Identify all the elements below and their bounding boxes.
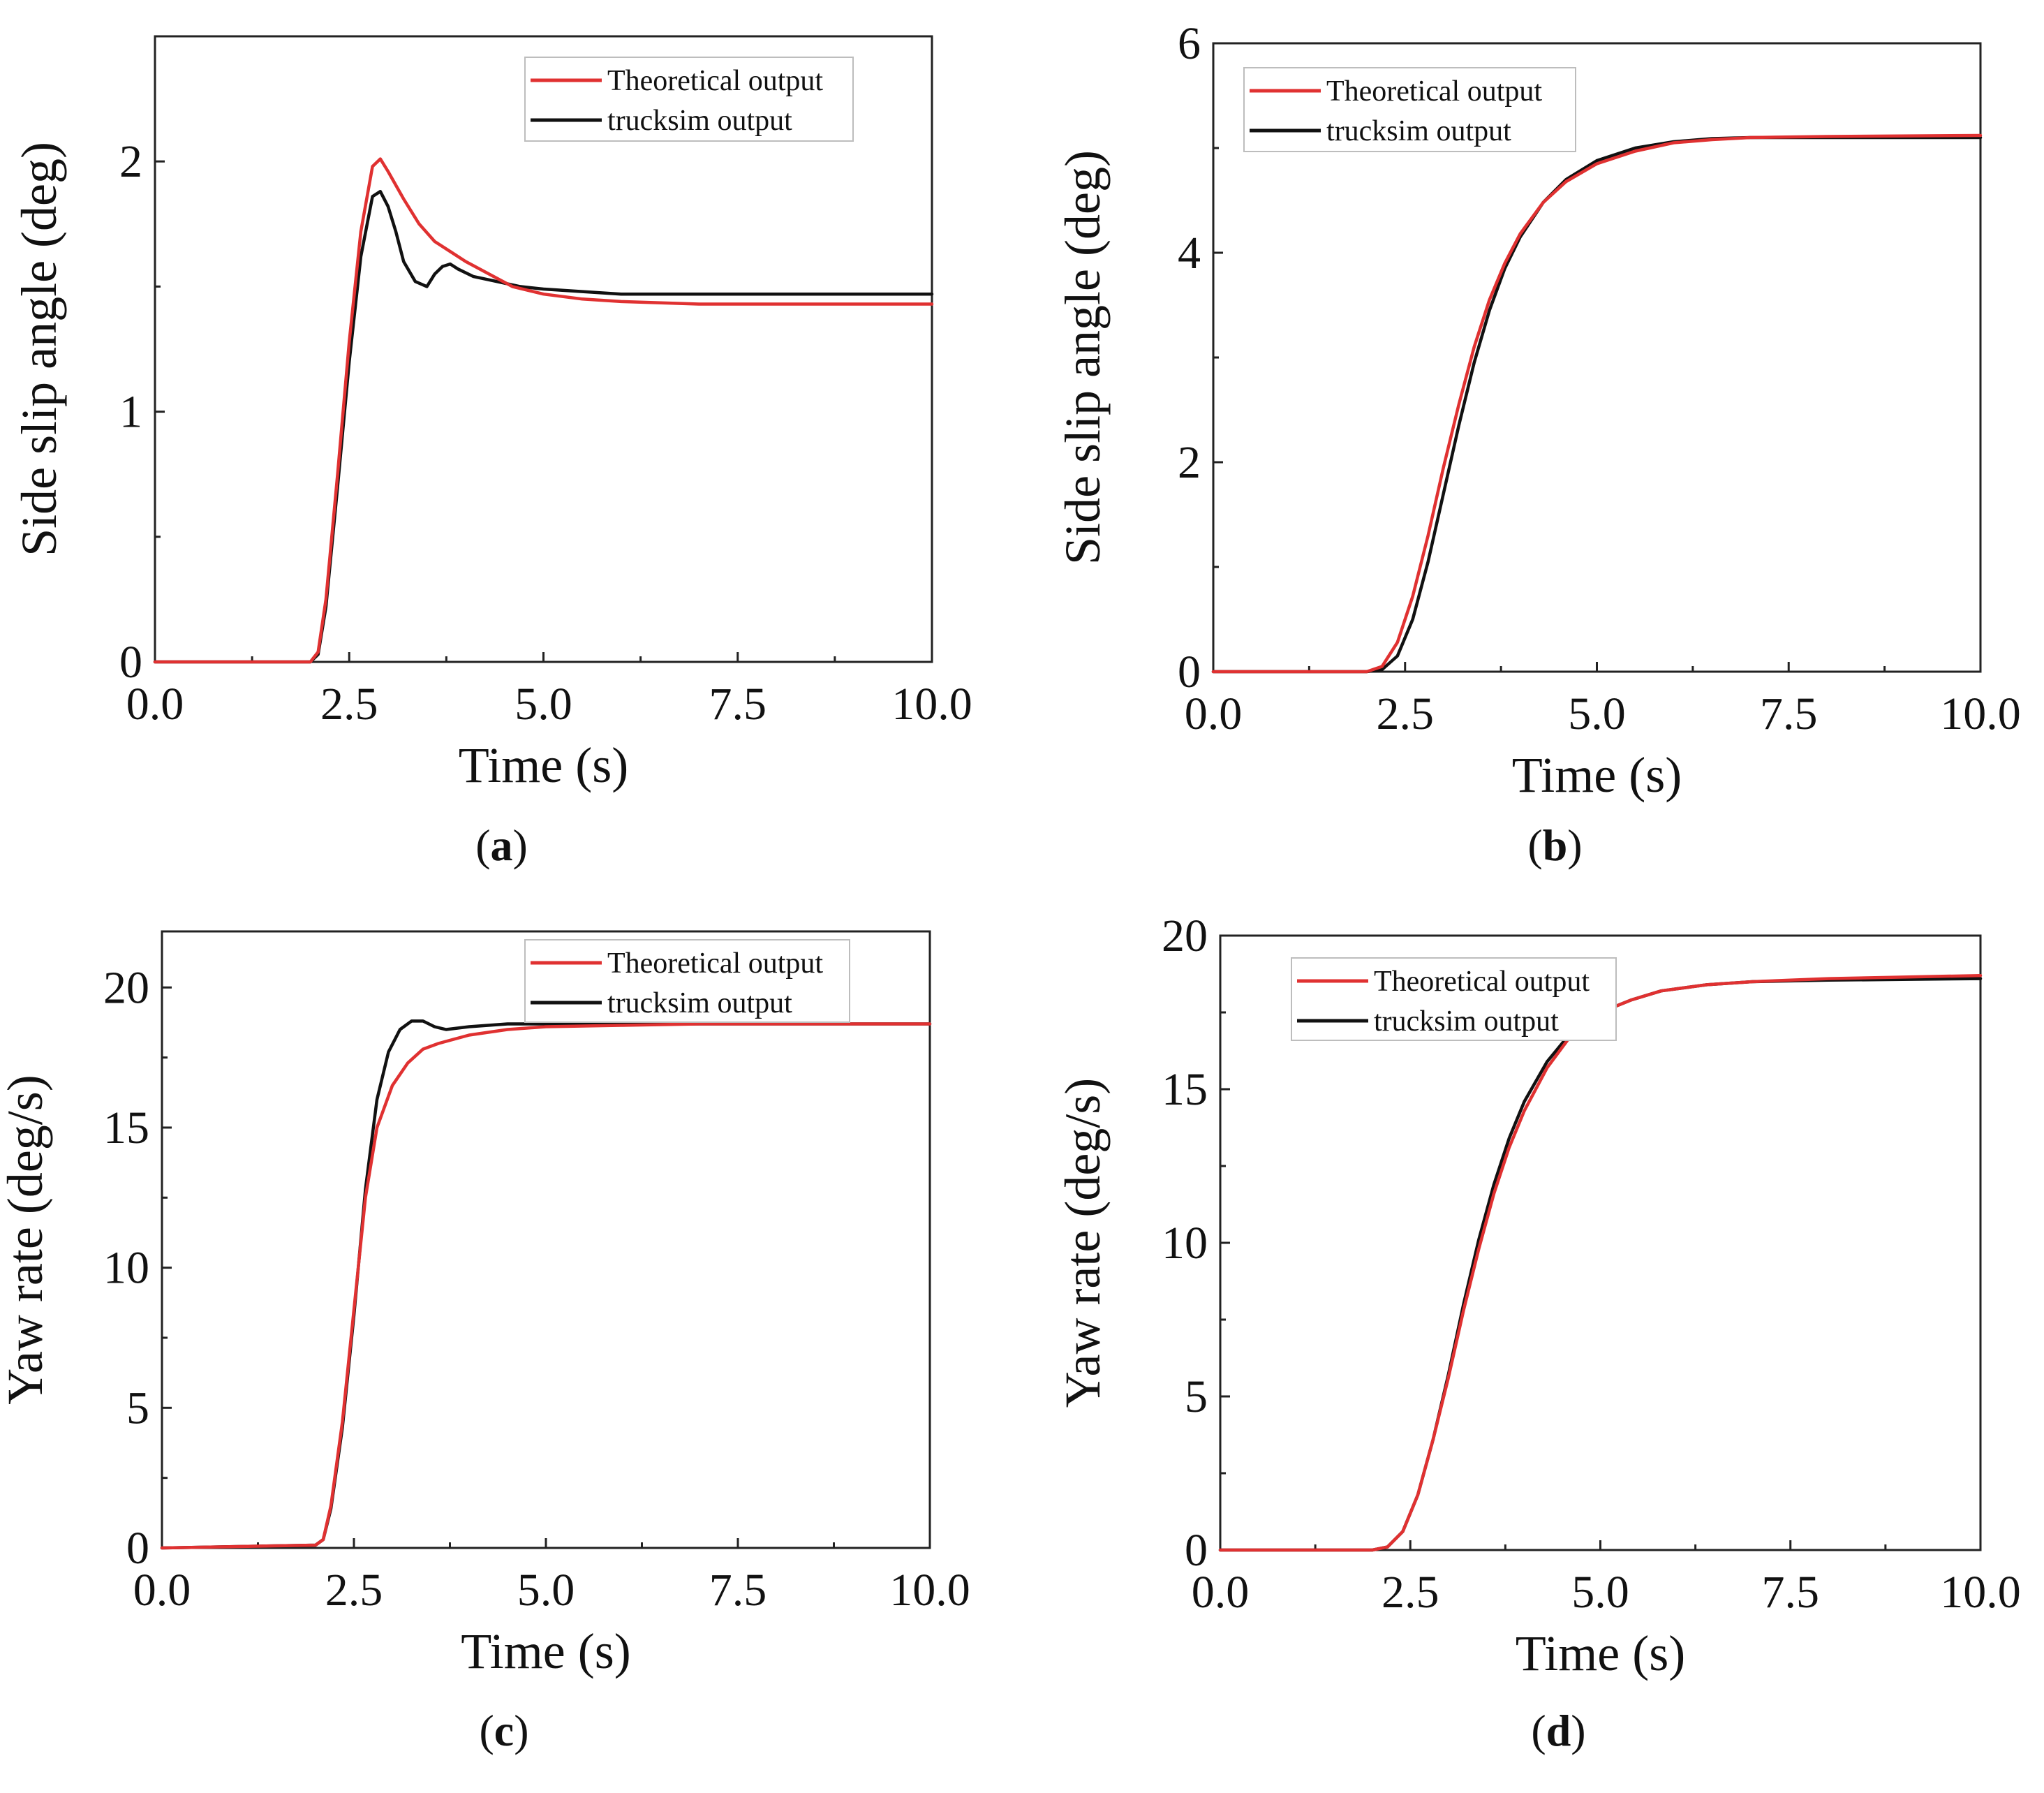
x-tick-label: 0.0 xyxy=(1192,1567,1250,1618)
x-tick-label: 0.0 xyxy=(133,1565,191,1616)
x-tick-label: 7.5 xyxy=(709,679,767,730)
y-tick-label: 5 xyxy=(1185,1371,1208,1422)
legend-box xyxy=(1291,957,1617,1041)
x-tick-label: 0.0 xyxy=(1185,688,1243,739)
y-tick-label: 6 xyxy=(1178,18,1201,69)
series-line-theoretical xyxy=(1218,973,1983,1552)
y-tick-label: 0 xyxy=(119,637,142,688)
x-tick-label: 2.5 xyxy=(1377,688,1435,739)
y-tick-label: 2 xyxy=(119,136,142,187)
y-tick-label: 5 xyxy=(126,1382,149,1433)
legend-label: trucksim output xyxy=(607,105,792,137)
series-line-trucksim xyxy=(1211,135,1983,674)
y-tick-label: 0 xyxy=(1185,1525,1208,1576)
x-tick-label: 5.0 xyxy=(1571,1567,1629,1618)
chart-panel-a: 0.0 2.5 5.0 7.5 10.0 0 1 2 Time (s) Side slip ang… xyxy=(11,35,972,870)
x-tick-label: 10.0 xyxy=(891,679,972,730)
y-axis-label: Side slip angle (deg) xyxy=(1055,150,1111,565)
y-tick-label: 4 xyxy=(1178,228,1201,279)
y-tick-label: 0 xyxy=(126,1523,149,1574)
y-tick-label: 15 xyxy=(1162,1064,1208,1115)
x-tick-label: 7.5 xyxy=(709,1565,767,1616)
x-axis-label: Time (s) xyxy=(461,1623,630,1679)
legend-box xyxy=(524,57,854,142)
x-tick-label: 10.0 xyxy=(889,1565,970,1616)
y-tick-label: 20 xyxy=(103,962,149,1013)
y-axis-label: Yaw rate (deg/s) xyxy=(0,1075,53,1405)
chart-panel-c: 0.0 2.5 5.0 7.5 10.0 0 5 10 15 20 Time (s) Yaw rate… xyxy=(0,930,970,1755)
x-tick-label: 0.0 xyxy=(126,679,184,730)
x-tick-label: 7.5 xyxy=(1760,688,1818,739)
x-tick-label: 10.0 xyxy=(1940,688,2021,739)
chart-panel-d: 0.0 2.5 5.0 7.5 10.0 0 5 10 15 20 Time (s) Yaw rate… xyxy=(1055,910,2021,1755)
x-axis-label: Time (s) xyxy=(1512,747,1682,803)
y-axis-label: Side slip angle (deg) xyxy=(11,142,67,556)
y-tick-label: 0 xyxy=(1178,647,1201,698)
panel-label: (d) xyxy=(1531,1706,1585,1755)
x-tick-label: 2.5 xyxy=(320,679,378,730)
y-axis-label: Yaw rate (deg/s) xyxy=(1055,1078,1111,1408)
y-tick-label: 2 xyxy=(1178,437,1201,488)
y-tick-label: 10 xyxy=(103,1243,149,1294)
legend: Theoretical output trucksim output xyxy=(524,57,854,142)
legend: Theoretical output trucksim output xyxy=(524,939,850,1023)
series-line-theoretical xyxy=(1211,133,1983,674)
x-tick-label: 2.5 xyxy=(325,1565,383,1616)
legend-label: trucksim output xyxy=(1326,115,1511,147)
y-tick-label: 20 xyxy=(1162,910,1208,961)
panel-label: (a) xyxy=(475,820,528,870)
y-tick-label: 10 xyxy=(1162,1218,1208,1269)
series-line-trucksim xyxy=(160,1019,932,1550)
panel-label: (c) xyxy=(479,1706,528,1755)
y-tick-label: 15 xyxy=(103,1102,149,1153)
legend-label: Theoretical output xyxy=(1374,966,1590,998)
x-tick-label: 5.0 xyxy=(1568,688,1626,739)
series-line-theoretical xyxy=(160,1022,932,1550)
chart-panel-b: 0.0 2.5 5.0 7.5 10.0 0 2 4 6 Time (s) Side slip an… xyxy=(1055,18,2021,870)
panel-label: (b) xyxy=(1527,820,1582,870)
legend-box xyxy=(524,939,850,1023)
legend-label: trucksim output xyxy=(1374,1005,1559,1038)
legend-label: Theoretical output xyxy=(607,947,823,980)
x-axis-label: Time (s) xyxy=(459,737,628,793)
legend: Theoretical output trucksim output xyxy=(1291,957,1617,1041)
y-tick-label: 1 xyxy=(119,387,142,438)
series-line-trucksim xyxy=(1218,977,1983,1552)
x-tick-label: 10.0 xyxy=(1940,1567,2021,1618)
legend-label: Theoretical output xyxy=(607,65,823,97)
x-tick-label: 5.0 xyxy=(514,679,572,730)
series-line-theoretical xyxy=(153,157,934,664)
x-tick-label: 5.0 xyxy=(517,1565,575,1616)
legend-box xyxy=(1243,67,1576,152)
series-line-trucksim xyxy=(153,189,934,664)
x-axis-label: Time (s) xyxy=(1516,1625,1685,1681)
x-tick-label: 2.5 xyxy=(1382,1567,1439,1618)
legend: Theoretical output trucksim output xyxy=(1243,67,1576,152)
x-tick-label: 7.5 xyxy=(1762,1567,1820,1618)
legend-label: Theoretical output xyxy=(1326,75,1542,108)
legend-label: trucksim output xyxy=(607,987,792,1019)
